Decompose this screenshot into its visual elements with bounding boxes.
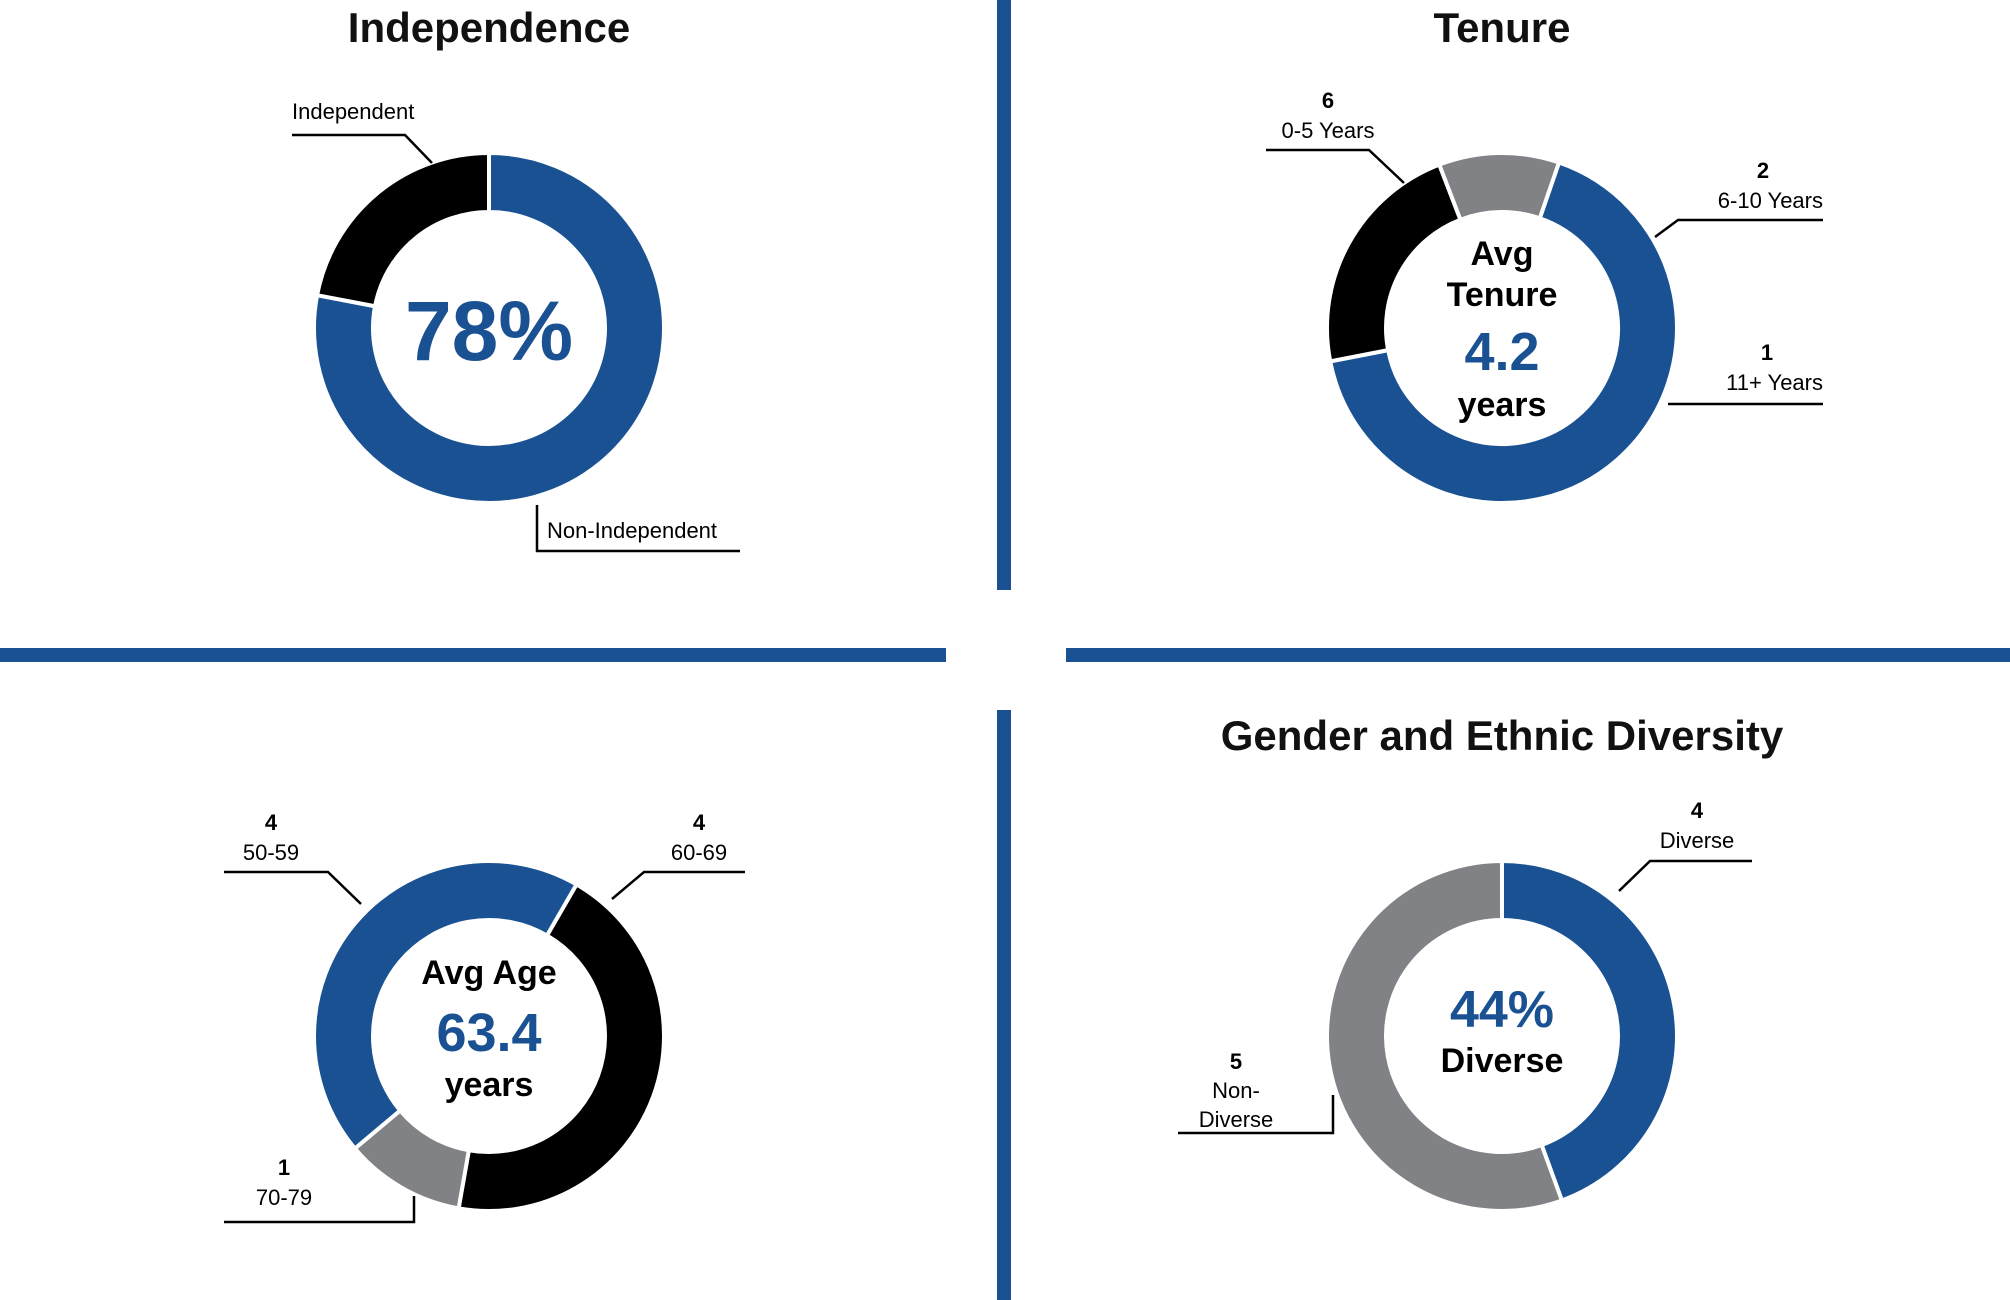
tenure-6-10-label: 6-10 Years xyxy=(1718,188,1823,213)
donut-slice-non-diverse xyxy=(1325,858,1565,1213)
age-50-59-label: 50-59 xyxy=(243,840,299,865)
diverse-leader-line xyxy=(1618,859,1752,892)
donut-slice-50-59 xyxy=(312,859,580,1152)
donut-slice-60-69 xyxy=(456,881,666,1213)
tenure-0-5-label: 0-5 Years xyxy=(1282,118,1375,143)
tenure-panel: Tenure Avg Tenure 4.2 years 6 0-5 Years … xyxy=(1266,4,1823,506)
donut-slice-0-5-years xyxy=(1327,159,1679,506)
non-diverse-callout: 5 Non- Diverse xyxy=(1178,1049,1335,1135)
diversity-center-value: 44% xyxy=(1450,981,1554,1039)
non-independent-leader-line xyxy=(535,505,740,553)
independence-title: Independence xyxy=(348,4,630,51)
independent-leader-line xyxy=(292,133,433,164)
age-70-79-callout: 1 70-79 xyxy=(224,1155,416,1224)
donut-slice-non-independent xyxy=(314,150,491,309)
age-50-59-leader-line xyxy=(224,870,362,905)
age-60-69-callout: 4 60-69 xyxy=(611,810,745,900)
age-donut xyxy=(312,859,666,1213)
age-60-69-leader-line xyxy=(611,870,745,900)
age-50-59-callout: 4 50-59 xyxy=(224,810,362,905)
tenure-title: Tenure xyxy=(1434,4,1571,51)
tenure-11-plus-callout: 1 11+ Years xyxy=(1668,340,1823,406)
independent-label: Independent xyxy=(292,99,414,124)
diverse-callout: 4 Diverse xyxy=(1618,798,1752,892)
tenure-11-plus-label: 11+ Years xyxy=(1726,370,1823,395)
tenure-0-5-count: 6 xyxy=(1322,88,1334,113)
age-center-unit: years xyxy=(445,1066,534,1104)
tenure-11-plus-count: 1 xyxy=(1761,340,1773,365)
tenure-6-10-count: 2 xyxy=(1757,158,1769,183)
non-diverse-leader-line xyxy=(1178,1095,1335,1135)
diverse-count: 4 xyxy=(1691,798,1704,823)
donut-slice-diverse xyxy=(1500,858,1679,1204)
non-independent-callout: Non-Independent xyxy=(535,505,740,553)
independence-center-value: 78% xyxy=(405,284,573,378)
horizontal-divider-right xyxy=(1066,648,2010,662)
diversity-donut xyxy=(1325,858,1679,1213)
non-diverse-label-line2: Diverse xyxy=(1199,1107,1274,1132)
donut-slice-11-years xyxy=(1436,151,1562,223)
age-60-69-count: 4 xyxy=(693,810,706,835)
age-70-79-count: 1 xyxy=(278,1155,290,1180)
tenure-center-line1: Avg xyxy=(1471,235,1534,273)
donut-slice-independent xyxy=(312,150,666,505)
age-50-59-count: 4 xyxy=(265,810,278,835)
vertical-divider-top xyxy=(997,0,1011,590)
age-panel: Avg Age 63.4 years 4 50-59 4 60-69 1 70-… xyxy=(224,810,745,1224)
independent-callout: Independent xyxy=(292,99,433,164)
non-diverse-count: 5 xyxy=(1230,1049,1242,1074)
diversity-center-unit: Diverse xyxy=(1441,1042,1564,1080)
tenure-0-5-callout: 6 0-5 Years xyxy=(1266,88,1405,184)
age-center-value: 63.4 xyxy=(436,1003,541,1063)
diversity-panel: Gender and Ethnic Diversity 44% Diverse … xyxy=(1178,712,1784,1213)
vertical-divider-bottom xyxy=(997,710,1011,1300)
tenure-center-unit: years xyxy=(1458,386,1547,424)
tenure-6-10-callout: 2 6-10 Years xyxy=(1654,158,1823,239)
independence-donut xyxy=(312,150,666,505)
independence-panel: Independence 78% Independent Non-Indepen… xyxy=(292,4,740,553)
tenure-6-10-leader-line xyxy=(1654,218,1823,239)
non-diverse-label-line1: Non- xyxy=(1212,1078,1260,1103)
age-center-line1: Avg Age xyxy=(421,954,556,992)
age-70-79-label: 70-79 xyxy=(256,1185,312,1210)
tenure-0-5-leader-line xyxy=(1266,148,1405,184)
donut-slice-6-10-years xyxy=(1325,162,1464,364)
tenure-center-line2: Tenure xyxy=(1447,276,1558,314)
tenure-donut xyxy=(1325,151,1679,506)
age-70-79-leader-line xyxy=(224,1196,416,1224)
tenure-center-value: 4.2 xyxy=(1464,322,1539,382)
age-60-69-label: 60-69 xyxy=(671,840,727,865)
non-independent-label: Non-Independent xyxy=(547,518,717,543)
horizontal-divider-left xyxy=(0,648,946,662)
diverse-label: Diverse xyxy=(1660,828,1735,853)
diversity-title: Gender and Ethnic Diversity xyxy=(1221,712,1784,759)
